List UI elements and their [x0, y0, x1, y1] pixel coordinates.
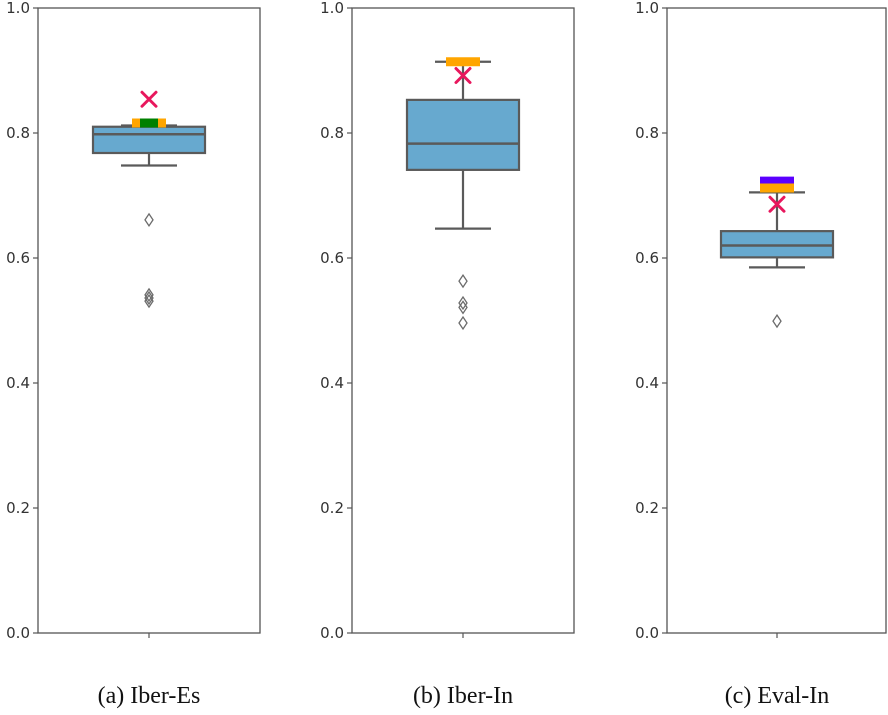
- y-tick-label: 1.0: [320, 0, 344, 17]
- iqr-box: [719, 230, 835, 259]
- panel-b-outliers: [458, 273, 468, 331]
- orange-marker: [760, 183, 794, 193]
- panel-c-box: [719, 191, 835, 269]
- y-tick-label: 0.4: [320, 374, 344, 392]
- outlier-point: [458, 273, 468, 289]
- green-marker: [140, 118, 158, 128]
- y-tick-label: 0.0: [320, 624, 344, 642]
- panel-a-yticks: 0.0 0.2 0.4 0.6 0.8 1.0: [6, 0, 38, 642]
- y-tick-label: 1.0: [6, 0, 30, 17]
- panel-b-caption: (b) Iber-In: [413, 683, 513, 709]
- y-tick-label: 0.8: [635, 124, 659, 142]
- panel-c-yticks: 0.0 0.2 0.4 0.6 0.8 1.0: [635, 0, 667, 642]
- y-tick-label: 0.4: [6, 374, 30, 392]
- y-tick-label: 0.6: [320, 249, 344, 267]
- outlier-point: [772, 313, 782, 329]
- outlier-point: [144, 293, 154, 309]
- panel-a-markers: [132, 90, 166, 128]
- outlier-point: [144, 212, 154, 228]
- iqr-box: [91, 125, 207, 155]
- outlier-point: [458, 300, 468, 315]
- y-tick-label: 0.8: [6, 124, 30, 142]
- y-tick-label: 1.0: [635, 0, 659, 17]
- outlier-point: [458, 295, 468, 311]
- panel-b-box: [405, 60, 521, 230]
- panel-a-caption: (a) Iber-Es: [98, 683, 201, 709]
- panel-c-caption: (c) Eval-In: [725, 683, 830, 709]
- y-tick-label: 0.6: [635, 249, 659, 267]
- orange-marker: [446, 57, 480, 67]
- iqr-box: [405, 98, 521, 171]
- panel-c-frame: [666, 7, 887, 634]
- panel-c-markers: [760, 176, 794, 213]
- y-tick-label: 0.8: [320, 124, 344, 142]
- panel-b-markers: [446, 57, 480, 84]
- panel-b: 0.0 0.2 0.4 0.6 0.8 1.0 (b) Iber-In: [320, 0, 575, 709]
- panel-a-box: [91, 124, 207, 167]
- panel-a: 0.0 0.2 0.4 0.6 0.8 1.0 (a) Iber-Es: [6, 0, 261, 709]
- y-tick-label: 0.6: [6, 249, 30, 267]
- y-tick-label: 0.4: [635, 374, 659, 392]
- x-marker: [454, 67, 472, 84]
- outlier-point: [144, 290, 154, 306]
- y-tick-label: 0.0: [635, 624, 659, 642]
- outlier-point: [458, 315, 468, 331]
- panel-a-frame: [37, 7, 261, 634]
- panel-c: 0.0 0.2 0.4 0.6 0.8 1.0 (c) Eval-In: [635, 0, 887, 709]
- y-tick-label: 0.2: [320, 499, 344, 517]
- y-tick-label: 0.0: [6, 624, 30, 642]
- y-tick-label: 0.2: [6, 499, 30, 517]
- outlier-point: [144, 287, 154, 303]
- x-marker: [768, 195, 786, 213]
- panel-c-outliers: [772, 313, 782, 329]
- purple-marker: [760, 176, 794, 186]
- x-marker: [140, 90, 158, 108]
- y-tick-label: 0.2: [635, 499, 659, 517]
- panel-a-outliers: [144, 212, 154, 309]
- panel-b-yticks: 0.0 0.2 0.4 0.6 0.8 1.0: [320, 0, 352, 642]
